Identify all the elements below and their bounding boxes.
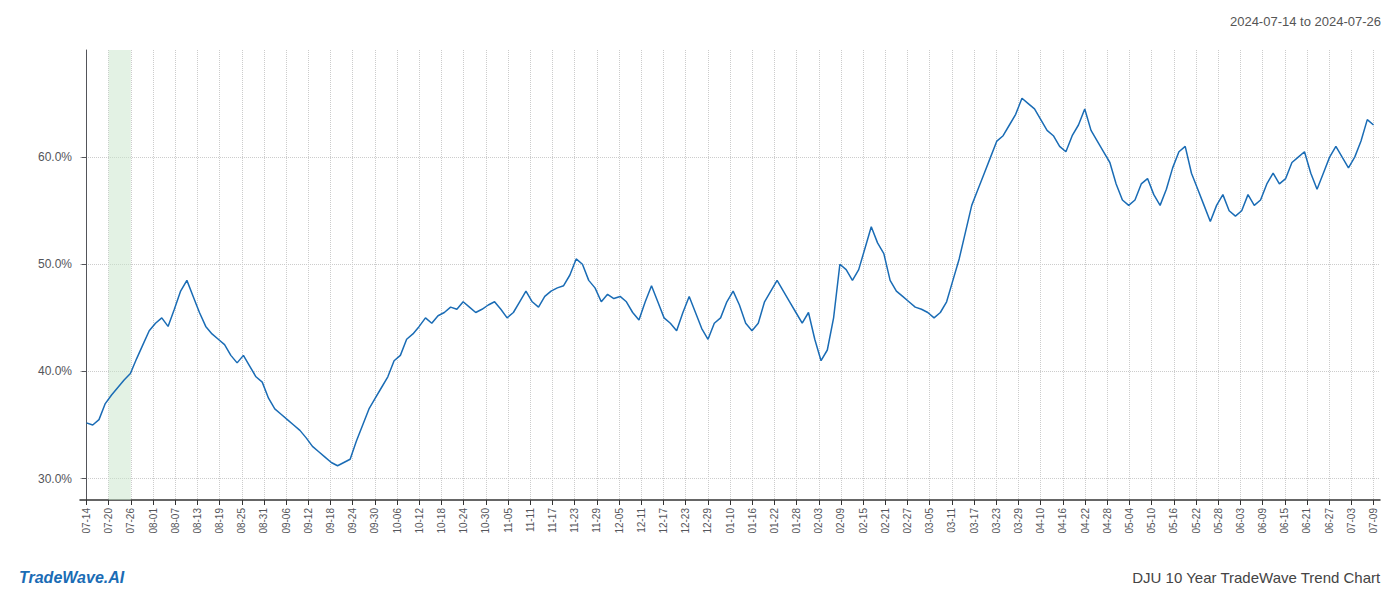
svg-text:08-07: 08-07 — [170, 508, 181, 534]
svg-text:08-01: 08-01 — [148, 508, 159, 534]
svg-text:12-11: 12-11 — [636, 508, 647, 533]
svg-text:03-05: 03-05 — [924, 508, 935, 534]
svg-text:05-04: 05-04 — [1124, 508, 1135, 534]
svg-text:07-03: 07-03 — [1346, 508, 1357, 534]
svg-text:10-30: 10-30 — [480, 508, 491, 534]
svg-text:02-27: 02-27 — [902, 508, 913, 534]
svg-text:08-25: 08-25 — [236, 508, 247, 534]
svg-text:06-03: 06-03 — [1235, 508, 1246, 534]
svg-text:10-06: 10-06 — [392, 508, 403, 534]
svg-text:04-22: 04-22 — [1080, 508, 1091, 534]
svg-text:11-29: 11-29 — [591, 508, 602, 533]
svg-text:05-16: 05-16 — [1168, 508, 1179, 534]
svg-text:50.0%: 50.0% — [38, 257, 72, 271]
svg-text:05-28: 05-28 — [1213, 508, 1224, 534]
svg-text:11-05: 11-05 — [503, 508, 514, 533]
svg-text:09-12: 09-12 — [303, 508, 314, 534]
svg-text:05-10: 05-10 — [1146, 508, 1157, 534]
svg-text:60.0%: 60.0% — [38, 150, 72, 164]
svg-text:09-30: 09-30 — [369, 508, 380, 534]
svg-text:09-18: 09-18 — [325, 508, 336, 534]
svg-text:05-22: 05-22 — [1191, 508, 1202, 534]
svg-text:2024-07-14 to 2024-07-26: 2024-07-14 to 2024-07-26 — [1230, 14, 1381, 29]
svg-text:01-22: 01-22 — [769, 508, 780, 534]
svg-text:12-17: 12-17 — [658, 508, 669, 534]
svg-text:TradeWave.AI: TradeWave.AI — [19, 569, 125, 586]
svg-text:11-17: 11-17 — [547, 508, 558, 533]
svg-text:10-12: 10-12 — [414, 508, 425, 534]
svg-text:04-28: 04-28 — [1102, 508, 1113, 534]
svg-text:07-09: 07-09 — [1368, 508, 1379, 534]
svg-text:01-10: 01-10 — [725, 508, 736, 534]
svg-text:03-17: 03-17 — [969, 508, 980, 534]
svg-text:09-06: 09-06 — [281, 508, 292, 534]
svg-text:07-26: 07-26 — [125, 508, 136, 534]
svg-text:02-21: 02-21 — [880, 508, 891, 534]
svg-text:06-09: 06-09 — [1257, 508, 1268, 534]
svg-text:04-16: 04-16 — [1057, 508, 1068, 534]
svg-text:12-05: 12-05 — [614, 508, 625, 534]
svg-text:12-29: 12-29 — [702, 508, 713, 534]
svg-text:08-31: 08-31 — [258, 508, 269, 534]
svg-text:30.0%: 30.0% — [38, 472, 72, 486]
svg-text:11-11: 11-11 — [525, 508, 536, 533]
svg-text:04-10: 04-10 — [1035, 508, 1046, 534]
svg-text:02-03: 02-03 — [813, 508, 824, 534]
svg-text:12-23: 12-23 — [680, 508, 691, 534]
svg-text:07-20: 07-20 — [103, 508, 114, 534]
svg-text:11-23: 11-23 — [569, 508, 580, 533]
svg-text:06-27: 06-27 — [1324, 508, 1335, 534]
svg-text:08-19: 08-19 — [214, 508, 225, 534]
svg-text:08-13: 08-13 — [192, 508, 203, 534]
svg-text:06-15: 06-15 — [1279, 508, 1290, 534]
svg-text:40.0%: 40.0% — [38, 364, 72, 378]
svg-text:07-14: 07-14 — [81, 508, 92, 534]
svg-text:01-16: 01-16 — [747, 508, 758, 534]
svg-text:10-24: 10-24 — [458, 508, 469, 534]
svg-text:03-23: 03-23 — [991, 508, 1002, 534]
svg-text:01-28: 01-28 — [791, 508, 802, 534]
svg-text:02-09: 02-09 — [835, 508, 846, 534]
svg-text:10-18: 10-18 — [436, 508, 447, 534]
svg-text:DJU 10 Year TradeWave Trend Ch: DJU 10 Year TradeWave Trend Chart — [1132, 569, 1381, 586]
svg-text:03-11: 03-11 — [946, 508, 957, 533]
svg-text:03-29: 03-29 — [1013, 508, 1024, 534]
svg-text:06-21: 06-21 — [1301, 508, 1312, 534]
svg-text:02-15: 02-15 — [858, 508, 869, 534]
svg-text:09-24: 09-24 — [347, 508, 358, 534]
